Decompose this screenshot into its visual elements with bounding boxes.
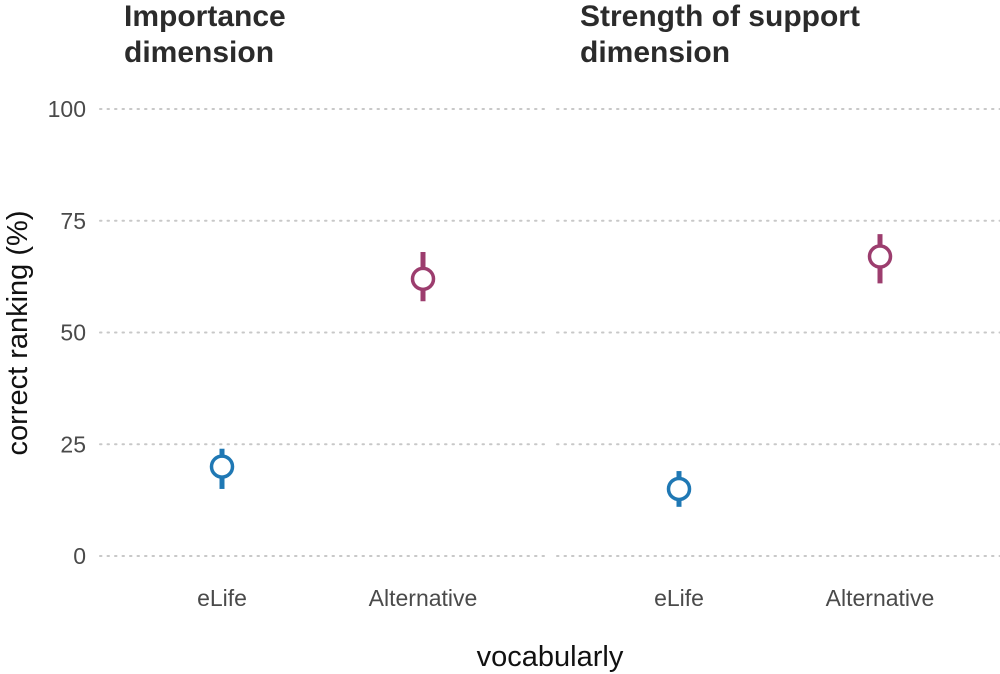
y-tick-label: 0 — [73, 543, 86, 569]
gridlines — [99, 108, 1000, 557]
panel-title-0-line-1: dimension — [124, 36, 274, 69]
x-tick-label: eLife — [197, 585, 247, 611]
x-tick-label: Alternative — [369, 585, 478, 611]
x-tick-labels: eLife Alternative eLife Alternative — [197, 585, 934, 611]
y-axis-title: correct ranking (%) — [2, 211, 34, 456]
panel-title-0-line-0: Importance — [124, 0, 286, 33]
data-point — [410, 266, 436, 292]
x-tick-label: eLife — [654, 585, 704, 611]
y-tick-label: 75 — [60, 208, 86, 234]
panel-title-1-line-1: dimension — [580, 36, 730, 69]
y-tick-label: 25 — [60, 431, 86, 457]
data-point — [666, 476, 692, 502]
y-tick-label: 100 — [48, 96, 86, 122]
y-tick-label: 50 — [60, 320, 86, 346]
data-point — [867, 244, 893, 269]
y-tick-labels: 0 25 50 75 100 — [48, 96, 86, 569]
data-point — [209, 454, 235, 479]
x-tick-label: Alternative — [826, 585, 935, 611]
data-points — [209, 234, 893, 507]
x-axis-title: vocabularly — [477, 641, 624, 673]
panel-titles: Importance dimension Strength of support… — [124, 0, 860, 69]
panel-title-1-line-0: Strength of support — [580, 0, 860, 33]
